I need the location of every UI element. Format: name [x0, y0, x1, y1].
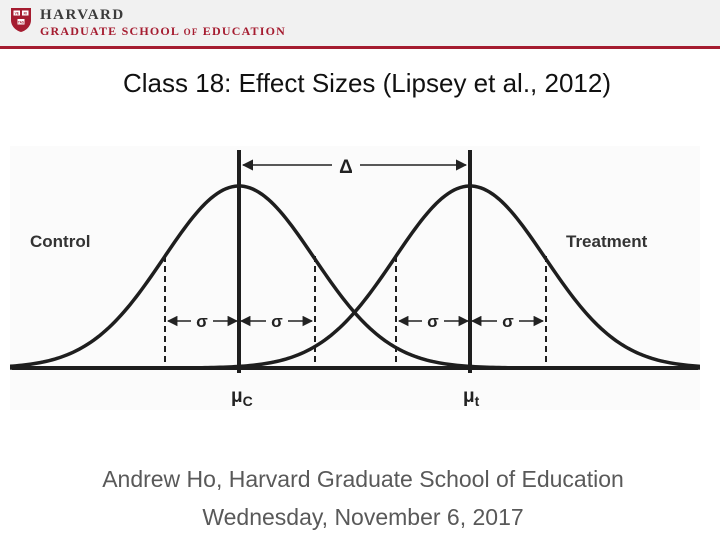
brand-harvard: HARVARD: [40, 7, 125, 23]
shield-letters-1: VE: [15, 12, 19, 16]
effect-size-diagram: Δ σ σ σ σ Control Treatment μC μt: [10, 146, 700, 410]
mu-c-symbol: μ: [231, 386, 243, 407]
sigma-label-control-left: σ: [196, 312, 208, 331]
sigma-label-control-right: σ: [271, 312, 283, 331]
treatment-label: Treatment: [566, 232, 648, 251]
brand-school-prefix: GRADUATE SCHOOL: [40, 24, 180, 38]
date-line: Wednesday, November 6, 2017: [202, 504, 524, 530]
shield-letters-2: RI: [24, 12, 27, 16]
header-band: VE RI TAS HARVARD GRADUATE SCHOOL OF EDU…: [0, 0, 720, 49]
treatment-distribution-curve: [10, 184, 700, 370]
mu-c-subscript: C: [243, 393, 253, 409]
brand-school-of: OF: [183, 27, 199, 37]
brand-school-suffix: EDUCATION: [202, 24, 287, 38]
harvard-shield-icon: VE RI TAS: [11, 8, 31, 32]
brand-school: GRADUATE SCHOOL OF EDUCATION: [40, 24, 286, 39]
sigma-label-treatment-left: σ: [427, 312, 439, 331]
delta-label: Δ: [339, 157, 353, 178]
mu-t-subscript: t: [475, 393, 480, 409]
mu-t-label: μt: [463, 386, 480, 409]
mu-c-label: μC: [231, 386, 253, 409]
mu-t-symbol: μ: [463, 386, 475, 407]
author-line: Andrew Ho, Harvard Graduate School of Ed…: [102, 466, 624, 492]
control-label: Control: [30, 232, 90, 251]
control-distribution-curve: [10, 184, 700, 370]
sigma-label-treatment-right: σ: [502, 312, 514, 331]
slide-title: Class 18: Effect Sizes (Lipsey et al., 2…: [123, 68, 611, 98]
shield-letters-3: TAS: [18, 20, 24, 24]
